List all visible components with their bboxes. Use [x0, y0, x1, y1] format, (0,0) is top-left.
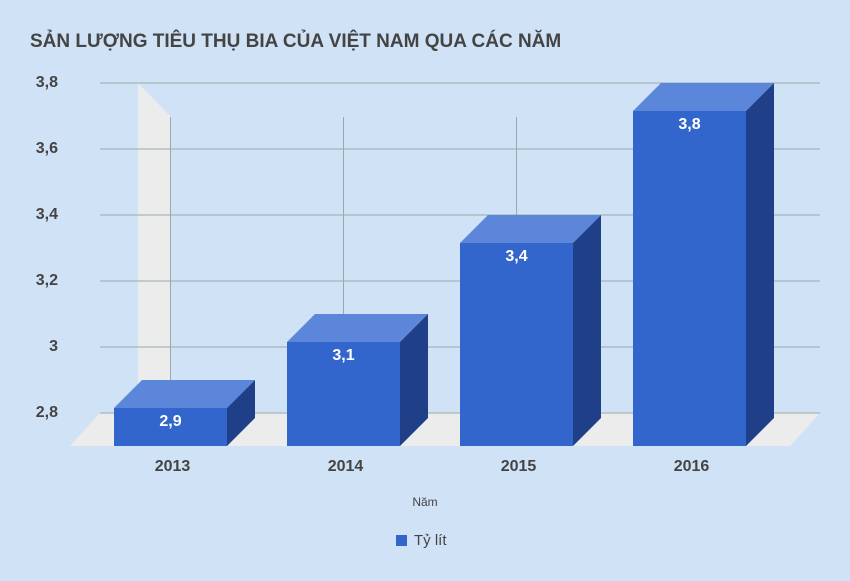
y-tick-label: 3: [49, 338, 58, 355]
x-tick-label: 2016: [674, 458, 710, 475]
bar-side: [746, 83, 774, 446]
bar-top: [114, 380, 255, 408]
bar-top: [633, 83, 774, 111]
bar-side: [227, 380, 255, 446]
legend-swatch: [396, 535, 407, 546]
x-axis-title: Năm: [412, 495, 437, 509]
floor: [70, 413, 820, 446]
bar-side: [400, 314, 428, 446]
y-tick-label: 2,8: [36, 404, 58, 421]
bar: [287, 342, 400, 446]
data-label: 2,9: [159, 413, 181, 430]
bar-side: [573, 215, 601, 446]
side-wall: [138, 83, 170, 446]
x-tick-label: 2015: [501, 458, 537, 475]
y-tick-label: 3,4: [36, 206, 58, 223]
bar: [633, 111, 746, 446]
data-label: 3,1: [332, 347, 354, 364]
bar-top: [460, 215, 601, 243]
data-label: 3,8: [678, 116, 700, 133]
bars: 2,9 3,1 3,4 3,8: [114, 83, 774, 446]
data-label: 3,4: [505, 248, 527, 265]
bar: [114, 408, 227, 446]
y-tick-label: 3,8: [36, 74, 58, 91]
y-tick-label: 3,6: [36, 140, 58, 157]
chart-title: SẢN LƯỢNG TIÊU THỤ BIA CỦA VIỆT NAM QUA …: [30, 30, 561, 52]
x-tick-label: 2014: [328, 458, 364, 475]
bar: [460, 243, 573, 446]
bar-top: [287, 314, 428, 342]
y-tick-label: 3,2: [36, 272, 58, 289]
legend-label: Tỷ lít: [414, 532, 447, 549]
x-tick-label: 2013: [155, 458, 191, 475]
